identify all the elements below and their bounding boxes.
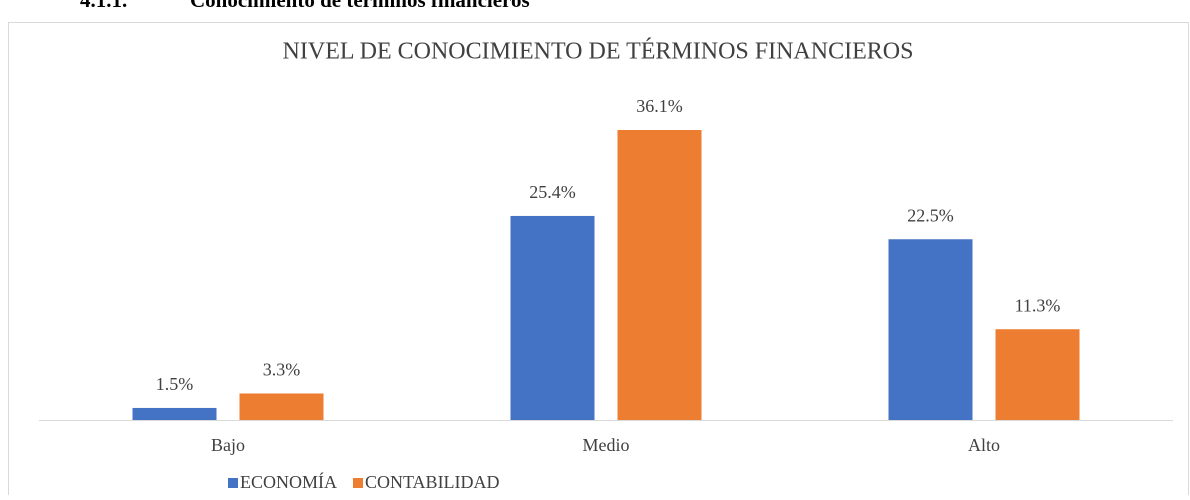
bar (995, 329, 1080, 420)
x-tick-label: Bajo (211, 435, 245, 455)
chart-border (8, 22, 1189, 500)
heading-text: Conocimiento de términos financieros (190, 0, 530, 12)
data-label: 22.5% (907, 205, 954, 225)
legend-swatch (228, 478, 238, 488)
data-label: 1.5% (156, 374, 194, 394)
data-label: 25.4% (529, 182, 576, 202)
x-tick-label: Medio (583, 435, 630, 455)
bar (617, 130, 702, 420)
bar (510, 215, 595, 420)
legend-label: ECONOMÍA (240, 471, 337, 492)
data-label: 36.1% (636, 96, 683, 116)
x-tick-label: Alto (968, 435, 1000, 455)
chart-title: NIVEL DE CONOCIMIENTO DE TÉRMINOS FINANC… (283, 39, 914, 65)
bar (239, 393, 324, 420)
data-label: 11.3% (1015, 295, 1061, 315)
heading-number: 4.1.1. (80, 0, 127, 12)
legend-swatch (353, 478, 363, 488)
legend-label: CONTABILIDAD (365, 472, 500, 492)
data-label: 3.3% (263, 360, 301, 380)
bar (888, 239, 973, 420)
bar (132, 407, 217, 420)
